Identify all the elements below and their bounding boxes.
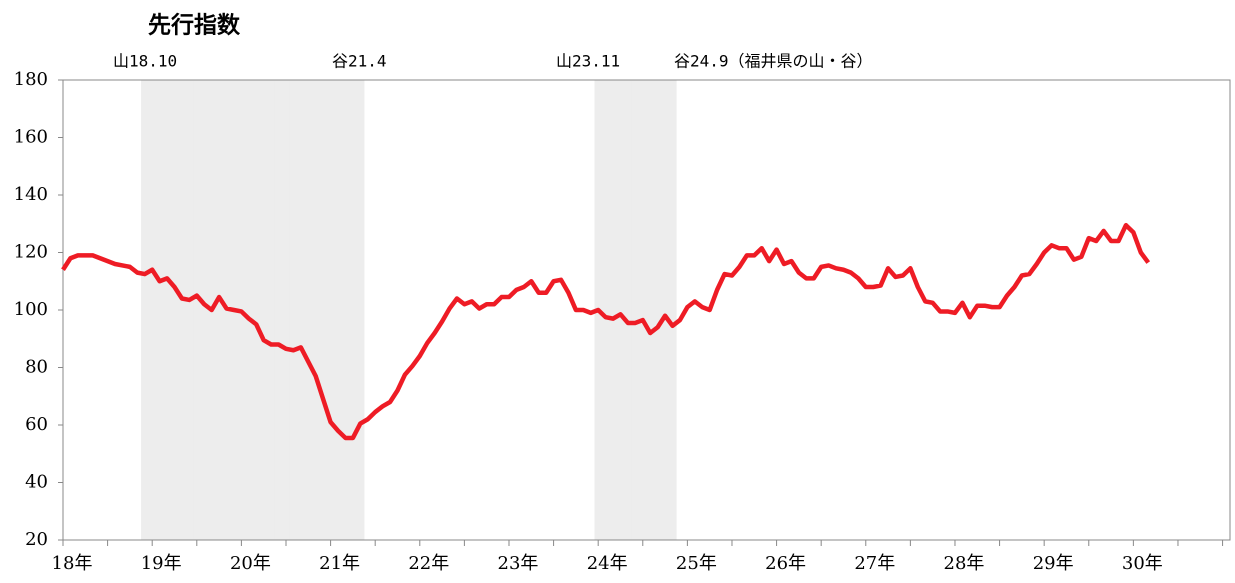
- shade-bar: [185, 80, 194, 540]
- shade-bar: [631, 80, 640, 540]
- shade-bar: [356, 80, 365, 540]
- x-tick-label: 23年: [498, 553, 539, 574]
- x-tick-label: 19年: [141, 553, 182, 574]
- shade-bar: [155, 80, 164, 540]
- x-tick-label: 27年: [854, 553, 895, 574]
- y-tick-label: 40: [25, 472, 48, 493]
- x-tick-label: 18年: [52, 553, 93, 574]
- shade-bar: [616, 80, 625, 540]
- shade-bar: [297, 80, 305, 540]
- y-tick-label: 20: [25, 529, 48, 550]
- shade-bar: [141, 80, 149, 540]
- x-tick-label: 28年: [944, 553, 985, 574]
- shade-bar: [274, 80, 283, 540]
- shade-bar: [661, 80, 670, 540]
- data-line: [61, 222, 1151, 441]
- shade-bar: [259, 80, 268, 540]
- annotation: 山18.10: [113, 52, 177, 71]
- shade-bar: [668, 80, 677, 540]
- annotation: 谷24.9（福井県の山・谷）: [674, 52, 873, 71]
- shade-bar: [349, 80, 358, 540]
- shade-bar: [170, 80, 179, 540]
- shade-bar: [624, 80, 633, 540]
- shade-bar: [639, 80, 647, 540]
- chart-title: 先行指数: [148, 12, 241, 39]
- x-tick-label: 26年: [765, 553, 806, 574]
- shade-bar: [326, 80, 335, 540]
- x-tick-label: 21年: [319, 553, 360, 574]
- shade-bar: [245, 80, 253, 540]
- y-tick-label: 80: [25, 357, 48, 378]
- shade-bar: [646, 80, 655, 540]
- y-tick-label: 120: [14, 242, 48, 263]
- x-tick-label: 24年: [587, 553, 628, 574]
- y-tick-label: 60: [25, 414, 48, 435]
- shade-bar: [178, 80, 187, 540]
- x-tick-label: 30年: [1122, 553, 1163, 574]
- shade-bar: [609, 80, 618, 540]
- shade-bar: [601, 80, 610, 540]
- y-tick-label: 160: [14, 127, 48, 148]
- x-tick-label: 20年: [230, 553, 271, 574]
- shade-bar: [653, 80, 662, 540]
- y-tick-label: 180: [14, 69, 48, 90]
- shade-bar: [200, 80, 209, 540]
- shade-bar: [312, 80, 320, 540]
- shade-bar: [267, 80, 276, 540]
- shade-bar: [304, 80, 313, 540]
- shade-bar: [334, 80, 343, 540]
- shade-bar: [319, 80, 328, 540]
- shade-bar: [289, 80, 298, 540]
- shade-bar: [163, 80, 172, 540]
- x-tick-label: 25年: [676, 553, 717, 574]
- x-tick-label: 22年: [408, 553, 449, 574]
- annotation: 谷21.4: [332, 52, 387, 71]
- shade-bar: [193, 80, 201, 540]
- x-tick-label: 29年: [1033, 553, 1074, 574]
- y-tick-label: 140: [14, 184, 48, 205]
- shade-bar: [215, 80, 224, 540]
- shade-bar: [148, 80, 157, 540]
- shade-bar: [282, 80, 291, 540]
- shade-bar: [252, 80, 261, 540]
- shade-bar: [341, 80, 350, 540]
- annotation: 山23.11: [556, 52, 620, 71]
- y-tick-label: 100: [14, 299, 48, 320]
